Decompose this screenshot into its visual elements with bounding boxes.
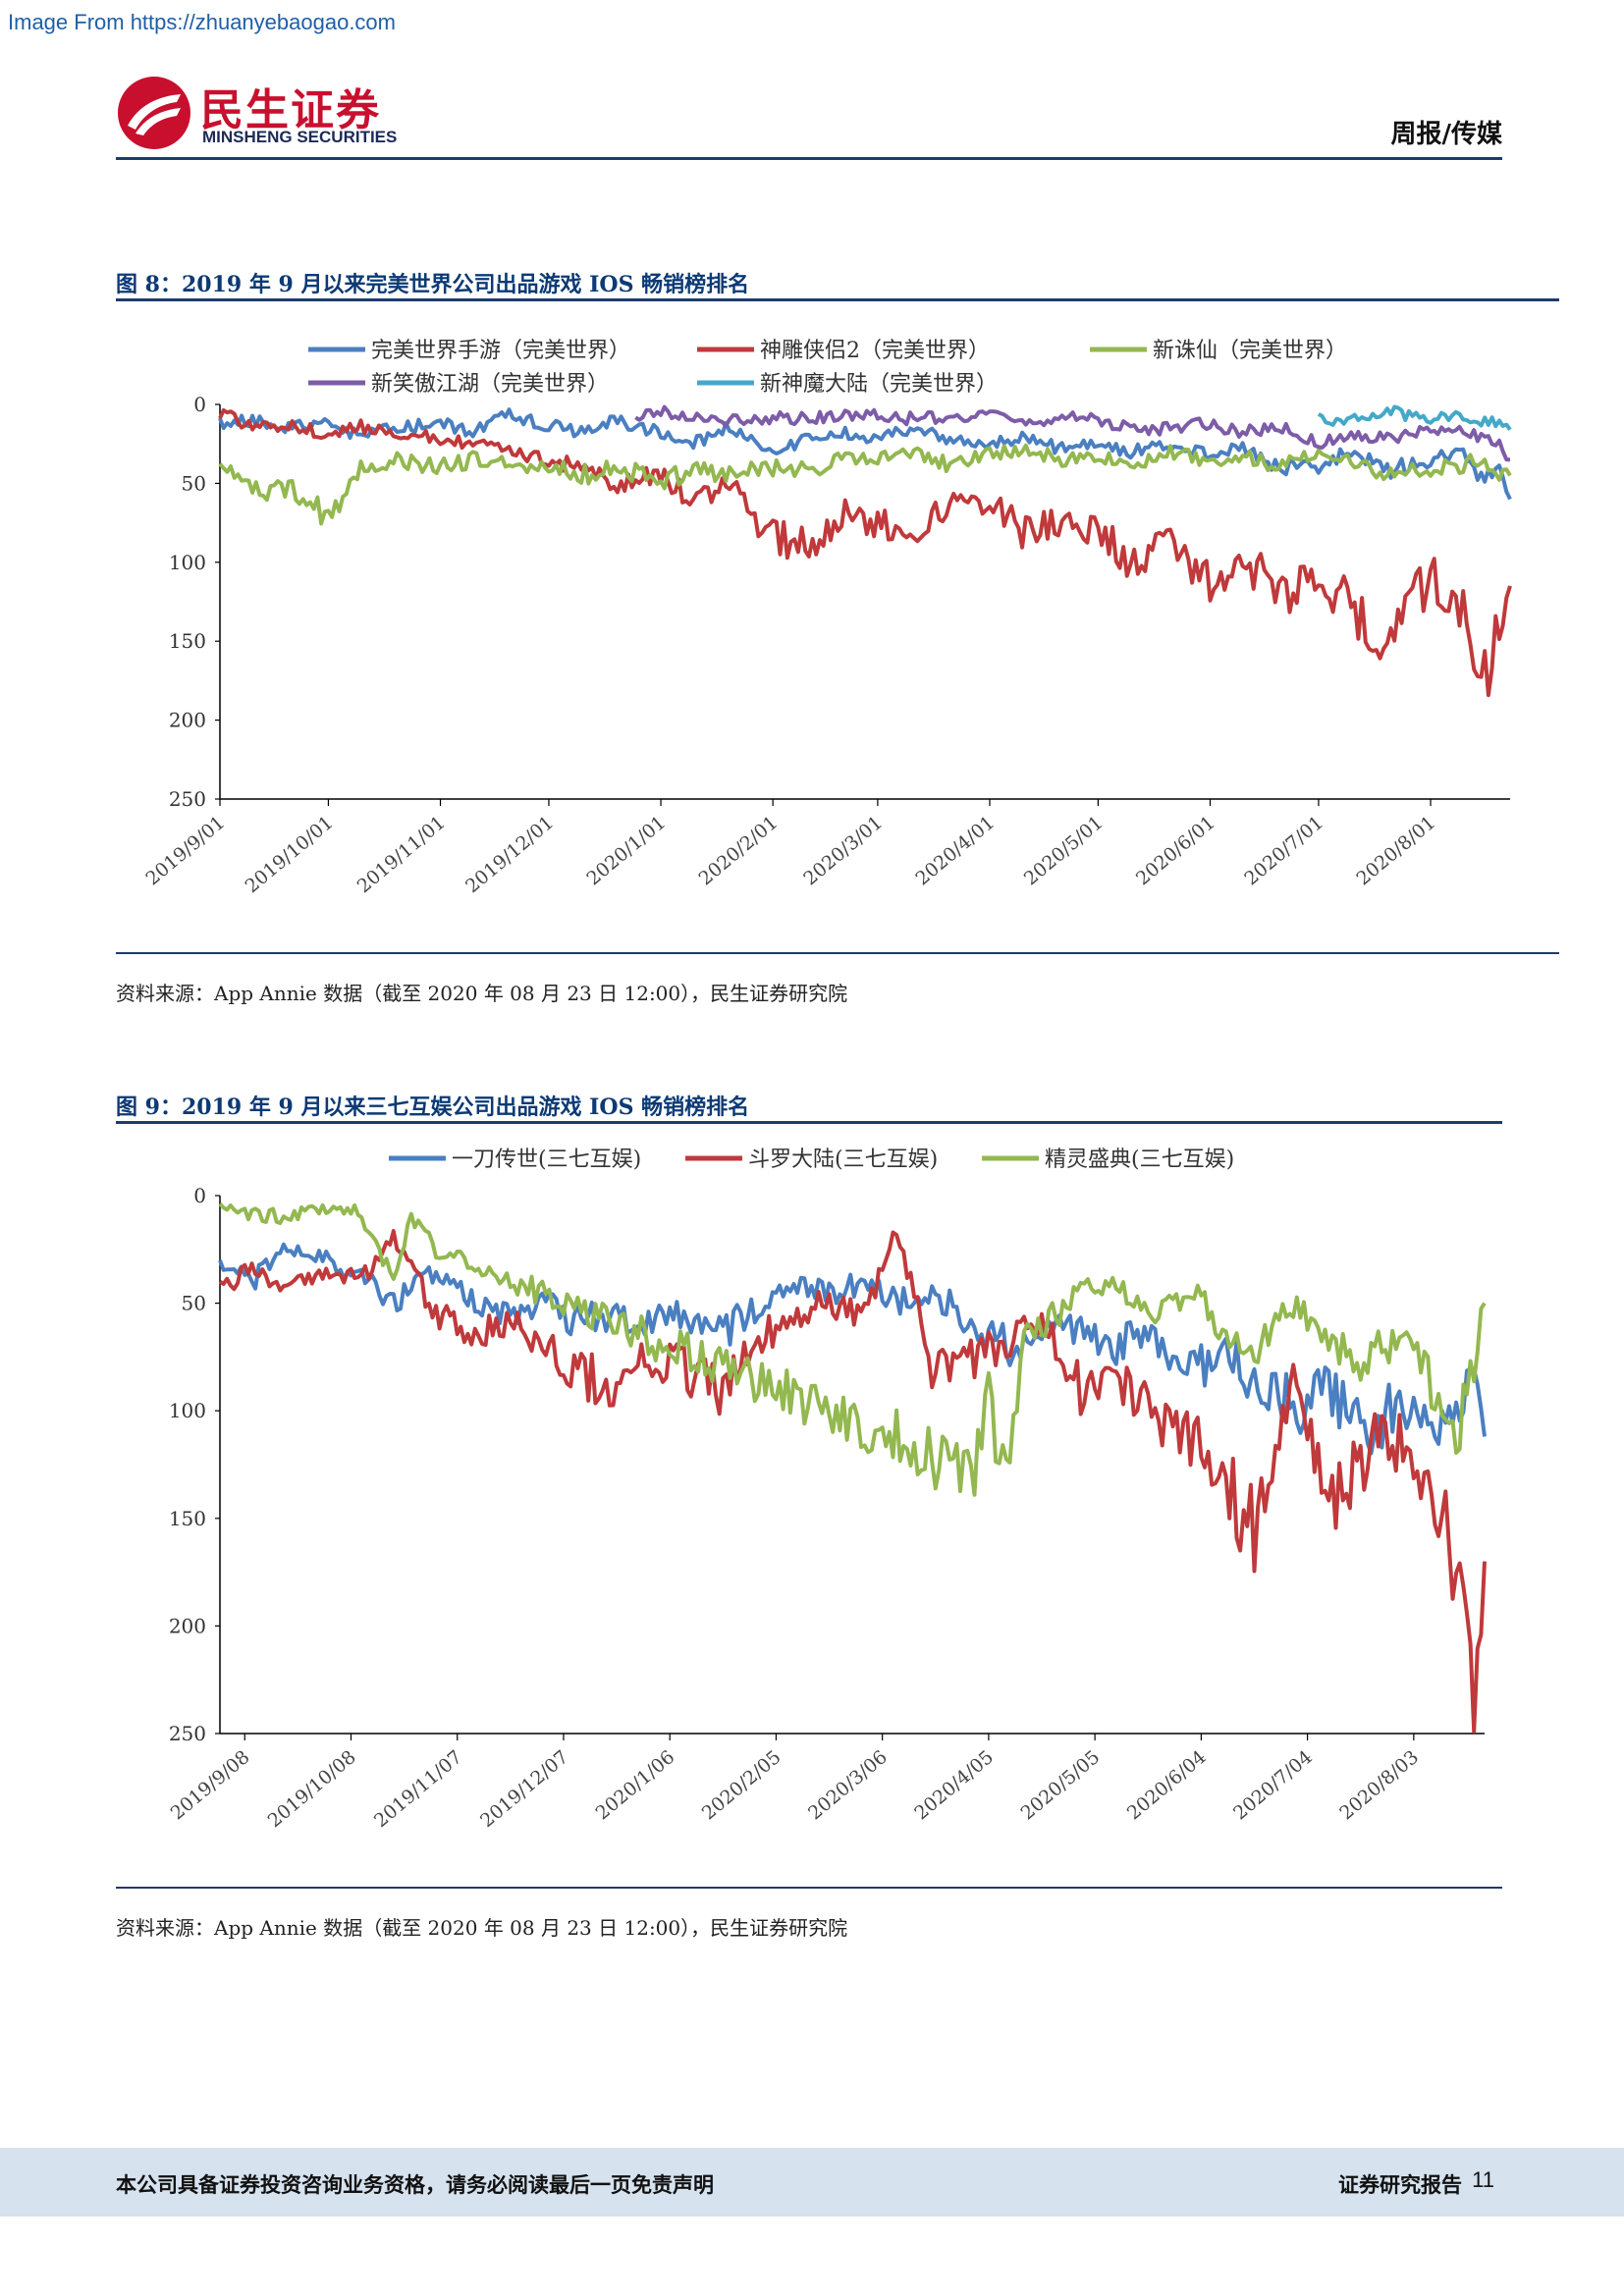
- chart2-legend-label: 一刀传世(三七互娱): [452, 1148, 641, 1172]
- chart1-x-tick-label: 2020/3/01: [799, 812, 887, 889]
- chart1-y-tick-label: 150: [169, 629, 206, 653]
- chart1-x-tick-label: 2020/7/01: [1240, 812, 1327, 889]
- figure9-title: 图 9：2019 年 9 月以来三七互娱公司出品游戏 IOS 畅销榜排名: [116, 1095, 750, 1120]
- chart1-x-tick-label: 2020/8/01: [1352, 812, 1439, 889]
- figure9-source: 资料来源：App Annie 数据（截至 2020 年 08 月 23 日 12…: [116, 1916, 848, 1940]
- chart1-series-line: [634, 404, 1511, 462]
- chart1-x-tick-label: 2019/10/01: [242, 812, 338, 897]
- figure9-chart: 0 50 100 150 200 250 2019/9/08 2019/10/08 2019/1…: [116, 1135, 1502, 1885]
- figure9-top-rule: [116, 1121, 1502, 1124]
- chart2-x-tick-label: 2019/12/07: [476, 1746, 572, 1832]
- chart1-series-line: [218, 443, 1512, 526]
- figure8-source: 资料来源：App Annie 数据（截至 2020 年 08 月 23 日 12…: [116, 982, 848, 1005]
- chart2-x-tick-label: 2019/10/08: [264, 1746, 360, 1832]
- chart1-legend-label: 新神魔大陆（完美世界）: [760, 372, 998, 397]
- logo-text-cn: 民生证券: [200, 85, 381, 135]
- page-header: 民生证券 MINSHENG SECURITIES 周报/传媒: [116, 75, 1502, 163]
- chart2-x-tick-label: 2020/2/05: [698, 1746, 785, 1824]
- chart1-y-tick-label: 250: [169, 787, 206, 811]
- chart1-y-tick-label: 0: [193, 393, 206, 416]
- chart1-x-tick-label: 2020/2/01: [695, 812, 783, 889]
- chart1-x-tick-label: 2020/1/01: [582, 812, 670, 889]
- figure8-chart: 0 50 100 150 200 250 2019/9/01 2019/10/01 2019/1…: [116, 312, 1559, 950]
- chart2-series-line: [218, 1242, 1487, 1456]
- chart2-y-tick-label: 100: [169, 1399, 206, 1422]
- chart2-series-line: [218, 1229, 1487, 1734]
- chart1-series-line: [218, 407, 1512, 501]
- source-url: Image From https://zhuanyebaogao.com: [8, 10, 396, 34]
- figure9-bottom-rule: [116, 1887, 1502, 1889]
- chart1-legend-label: 新笑傲江湖（完美世界）: [371, 372, 609, 397]
- chart2-legend-label: 精灵盛典(三七互娱): [1045, 1148, 1234, 1172]
- chart1-y-tick-label: 200: [169, 709, 206, 732]
- chart2-y-tick-label: 50: [182, 1292, 206, 1315]
- chart2-y-tick-label: 150: [169, 1507, 206, 1530]
- minsheng-logo-icon: [118, 77, 190, 149]
- chart2-x-tick-label: 2020/7/04: [1229, 1746, 1317, 1824]
- chart1-legend-label: 神雕侠侣2（完美世界）: [760, 339, 990, 363]
- chart2-y-tick-label: 200: [169, 1614, 206, 1637]
- chart2-y-tick-label: 0: [193, 1184, 206, 1207]
- chart1-x-tick-label: 2020/6/01: [1132, 812, 1219, 889]
- chart1-y-tick-label: 100: [169, 551, 206, 574]
- chart2-x-tick-label: 2019/9/08: [167, 1746, 254, 1824]
- chart2-legend-label: 斗罗大陆(三七互娱): [748, 1148, 938, 1172]
- chart1-series-line: [1317, 404, 1512, 431]
- footer-disclaimer: 本公司具备证券投资咨询业务资格，请务必阅读最后一页免责声明: [116, 2173, 714, 2197]
- chart1-legend-label: 新诛仙（完美世界）: [1153, 339, 1347, 363]
- page-number: 11: [1472, 2167, 1494, 2192]
- chart1-series-line: [218, 408, 1512, 698]
- chart2-x-tick-label: 2020/1/06: [592, 1746, 679, 1824]
- header-divider: [116, 157, 1502, 160]
- chart2-y-tick-label: 250: [169, 1722, 206, 1745]
- chart1-x-tick-label: 2019/12/01: [461, 812, 558, 897]
- chart2-x-tick-label: 2020/3/06: [804, 1746, 892, 1824]
- chart1-x-tick-label: 2019/11/01: [353, 812, 450, 897]
- chart1-x-tick-label: 2019/9/01: [141, 812, 229, 889]
- figure8-title: 图 8：2019 年 9 月以来完美世界公司出品游戏 IOS 畅销榜排名: [116, 272, 750, 297]
- chart1-x-tick-label: 2020/5/01: [1020, 812, 1108, 889]
- figure8-bottom-rule: [116, 952, 1559, 954]
- chart2-series-line: [218, 1202, 1487, 1497]
- company-logo: 民生证券 MINSHENG SECURITIES: [116, 75, 410, 155]
- chart1-y-tick-label: 50: [182, 471, 206, 495]
- page-footer: 本公司具备证券投资咨询业务资格，请务必阅读最后一页免责声明 证券研究报告 11: [0, 2148, 1624, 2216]
- chart2-x-tick-label: 2020/8/03: [1335, 1746, 1423, 1824]
- chart2-x-tick-label: 2020/4/05: [910, 1746, 998, 1824]
- chart1-x-tick-label: 2020/4/01: [911, 812, 999, 889]
- chart1-legend-label: 完美世界手游（完美世界）: [371, 339, 630, 363]
- figure8-top-rule: [116, 298, 1559, 301]
- footer-report-label: 证券研究报告: [1338, 2173, 1462, 2197]
- chart2-x-tick-label: 2020/6/04: [1123, 1746, 1211, 1824]
- chart2-x-tick-label: 2019/11/07: [370, 1746, 466, 1832]
- logo-text-en: MINSHENG SECURITIES: [202, 128, 398, 146]
- report-type: 周报/传媒: [1390, 120, 1503, 149]
- chart2-x-tick-label: 2020/5/05: [1017, 1746, 1105, 1824]
